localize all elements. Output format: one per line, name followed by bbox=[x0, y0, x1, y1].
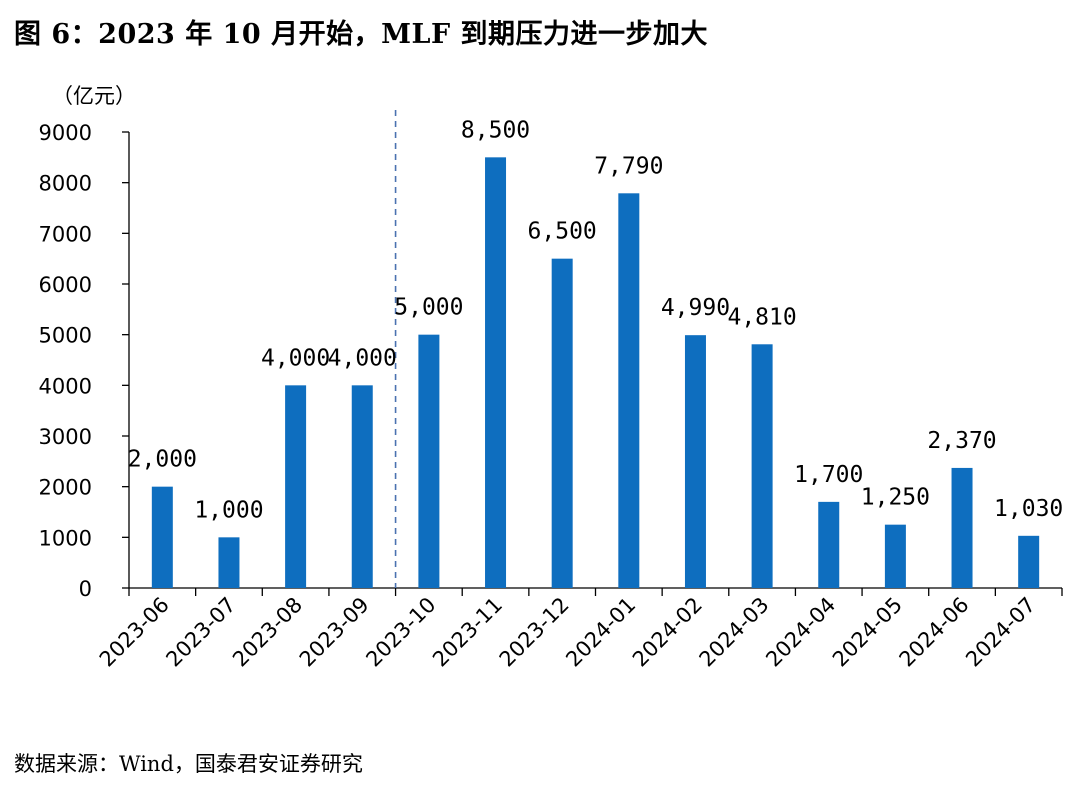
data-label: 7,790 bbox=[594, 153, 663, 179]
x-tick-label: 2023-09 bbox=[295, 593, 374, 672]
data-label: 8,500 bbox=[461, 117, 530, 143]
bar-2023-12 bbox=[551, 258, 573, 588]
data-label: 4,000 bbox=[261, 345, 330, 371]
data-label: 4,990 bbox=[661, 295, 730, 321]
bar-2023-07 bbox=[218, 537, 240, 588]
y-tick-label: 1000 bbox=[39, 526, 92, 550]
bar-2024-03 bbox=[751, 344, 773, 588]
x-tick-label: 2023-10 bbox=[361, 593, 440, 672]
y-tick-label: 5000 bbox=[39, 324, 92, 348]
x-tick-label: 2024-04 bbox=[761, 593, 840, 672]
y-tick-label: 9000 bbox=[39, 121, 92, 145]
x-tick-label: 2023-06 bbox=[95, 593, 174, 672]
bar-2024-01 bbox=[618, 193, 640, 588]
x-tick-label: 2024-03 bbox=[695, 593, 774, 672]
data-label: 1,250 bbox=[861, 485, 930, 511]
x-tick-label: 2024-06 bbox=[895, 593, 974, 672]
x-tick-label: 2023-12 bbox=[495, 593, 574, 672]
x-tick-label: 2024-05 bbox=[828, 593, 907, 672]
bar-2024-06 bbox=[951, 467, 973, 588]
data-label: 1,030 bbox=[994, 496, 1063, 522]
x-tick-label: 2024-02 bbox=[628, 593, 707, 672]
bar-2023-10 bbox=[418, 334, 440, 588]
data-label: 6,500 bbox=[528, 219, 597, 245]
data-label: 1,700 bbox=[794, 462, 863, 488]
source-note: 数据来源：Wind，国泰君安证券研究 bbox=[14, 752, 363, 776]
bar-2023-06 bbox=[151, 486, 173, 588]
bar-2024-07 bbox=[1018, 535, 1040, 588]
x-tick-label: 2023-07 bbox=[161, 593, 240, 672]
data-label: 2,000 bbox=[128, 447, 197, 473]
bar-2023-11 bbox=[485, 157, 507, 589]
bar-2024-02 bbox=[684, 335, 706, 588]
data-label: 5,000 bbox=[394, 295, 463, 321]
x-tick-label: 2024-01 bbox=[561, 593, 640, 672]
data-label: 2,370 bbox=[927, 428, 996, 454]
y-tick-label: 4000 bbox=[39, 374, 92, 398]
y-axis-unit-label: （亿元） bbox=[52, 84, 136, 108]
y-tick-label: 6000 bbox=[39, 273, 92, 297]
x-tick-label: 2023-11 bbox=[428, 593, 507, 672]
data-label: 1,000 bbox=[194, 497, 263, 523]
y-tick-label: 7000 bbox=[39, 222, 92, 246]
x-tick-label: 2023-08 bbox=[228, 593, 307, 672]
y-tick-label: 3000 bbox=[39, 425, 92, 449]
y-tick-label: 0 bbox=[79, 577, 92, 601]
bar-2023-09 bbox=[351, 385, 373, 588]
bar-2024-04 bbox=[818, 501, 840, 588]
y-tick-label: 2000 bbox=[39, 476, 92, 500]
bar-2023-08 bbox=[285, 385, 307, 588]
bar-chart: （亿元） 0 1000 2000 3000 4000 5000 6000 7000 8000 900… bbox=[39, 84, 1064, 672]
data-label: 4,810 bbox=[727, 304, 796, 330]
chart-title: 图 6：2023 年 10 月开始，MLF 到期压力进一步加大 bbox=[14, 19, 709, 50]
data-label: 4,000 bbox=[328, 345, 397, 371]
x-tick-label: 2024-07 bbox=[961, 593, 1040, 672]
y-tick-label: 8000 bbox=[39, 172, 92, 196]
bar-2024-05 bbox=[884, 524, 906, 588]
